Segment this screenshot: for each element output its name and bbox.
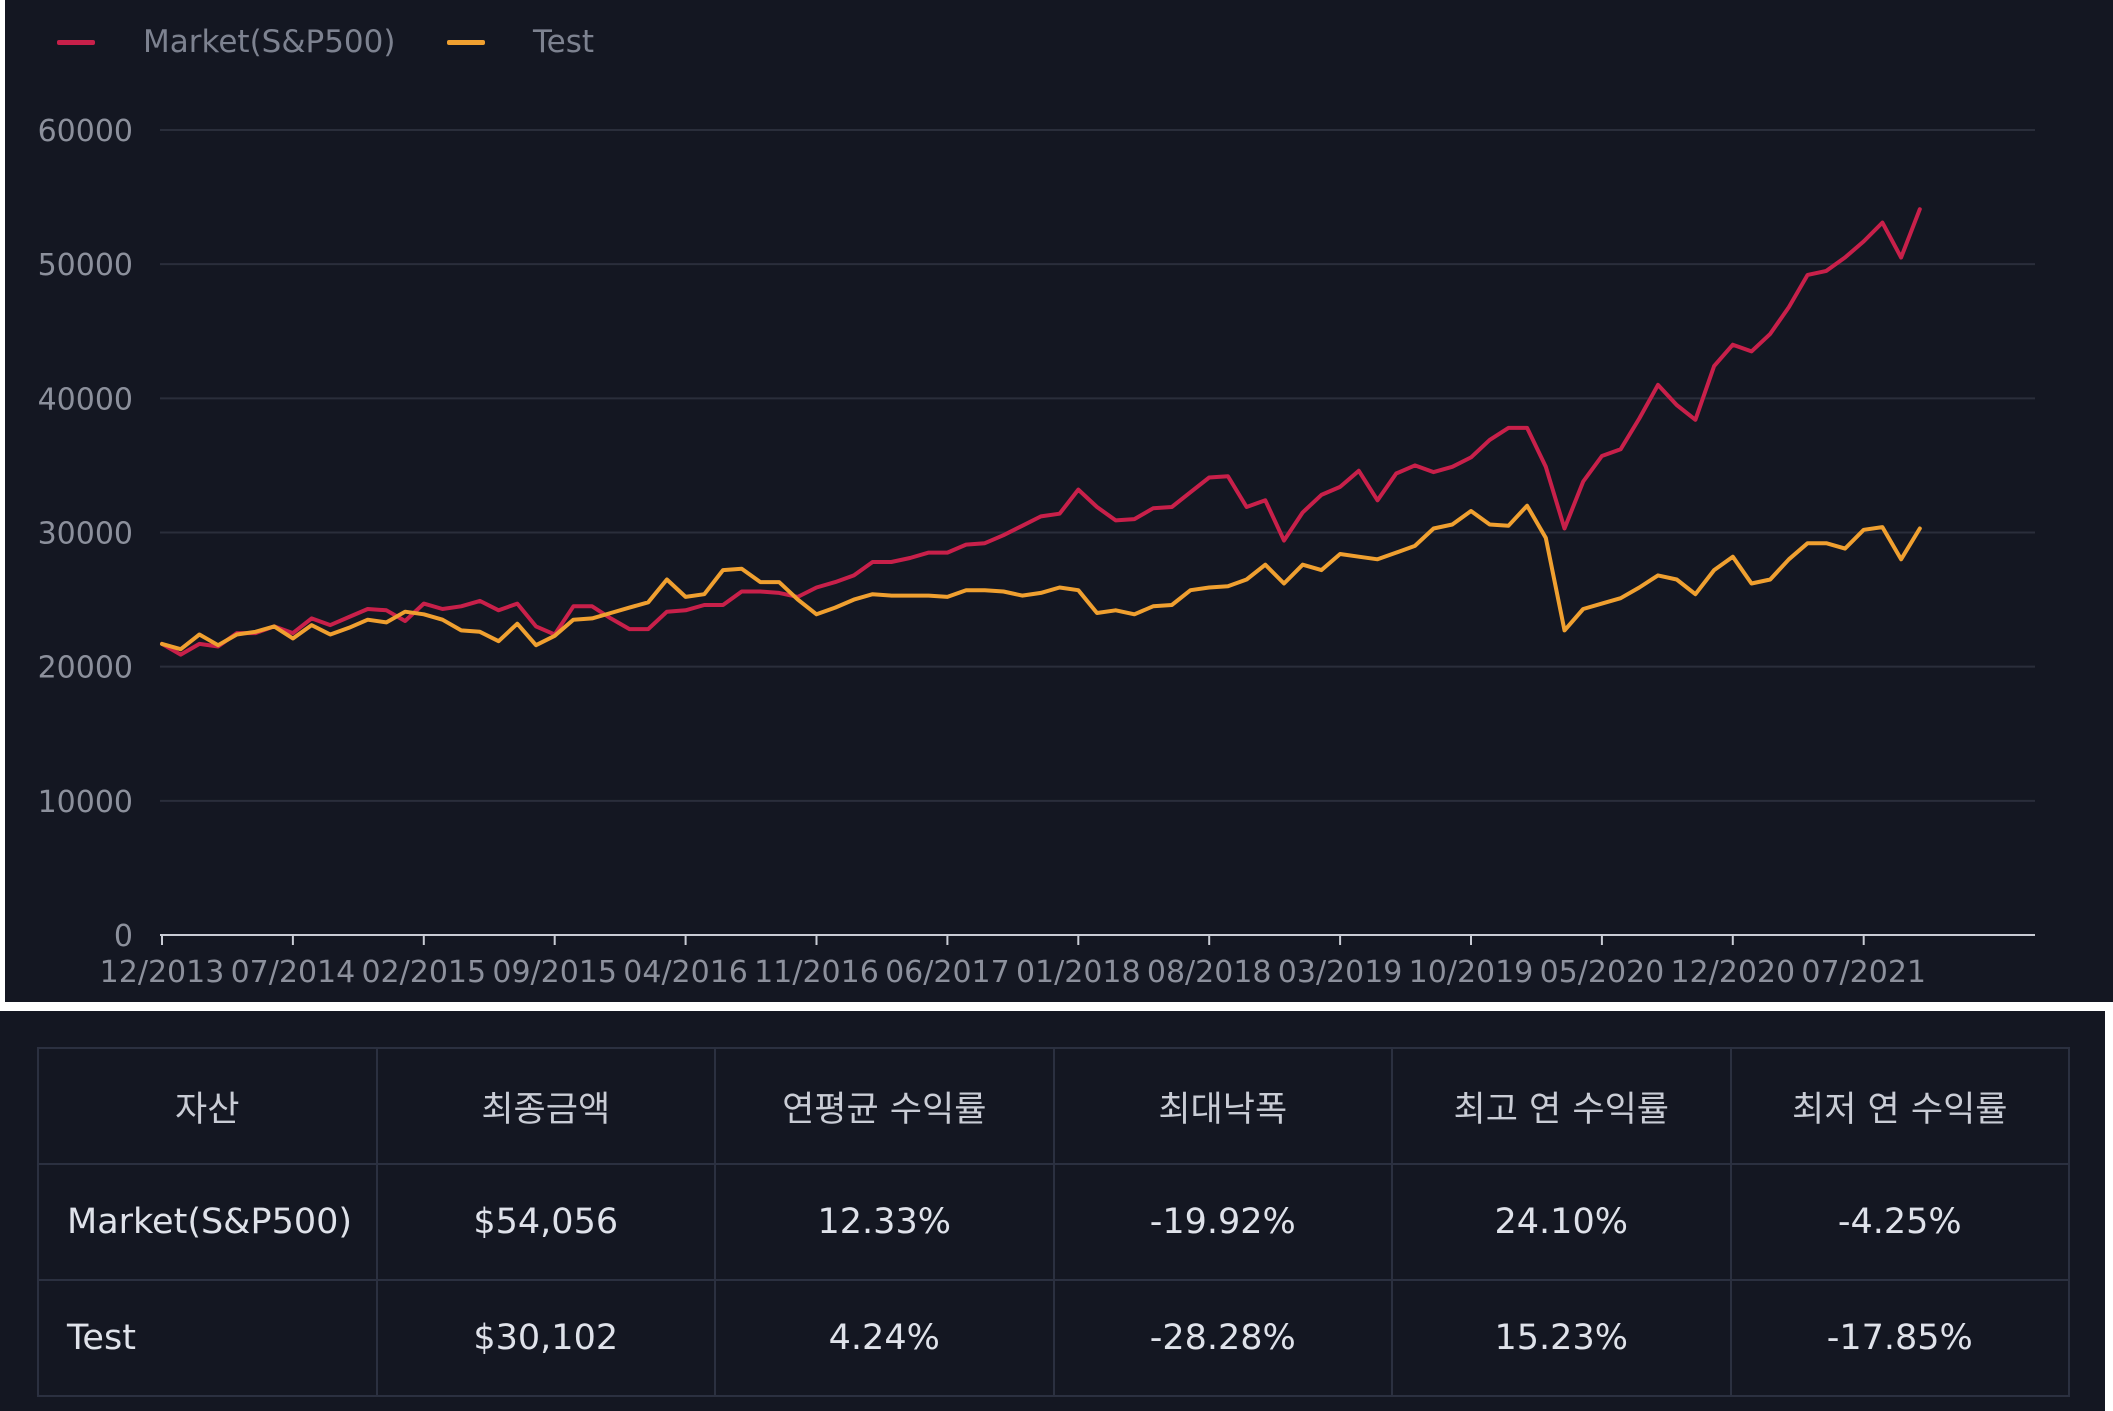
- header-worst-year: 최저 연 수익률: [1729, 1047, 2070, 1165]
- cell-asset: Market(S&P500): [37, 1163, 378, 1281]
- y-tick-label: 20000: [38, 651, 133, 686]
- grid-lines: 0 10000 20000 30000 40000 50000 60000: [38, 114, 2035, 954]
- table-header-row: 자산 최종금액 연평균 수익률 최대낙폭 최고 연 수익률 최저 연 수익률: [37, 1047, 2070, 1165]
- cell-final-amount: $30,102: [375, 1279, 716, 1397]
- series-line-market[interactable]: [160, 207, 1922, 657]
- cell-worst-year: -4.25%: [1729, 1163, 2070, 1281]
- legend-item-market[interactable]: Market(S&P500): [57, 20, 395, 64]
- y-tick-label: 60000: [38, 114, 133, 149]
- cell-final-amount: $54,056: [375, 1163, 716, 1281]
- y-tick-label: 40000: [38, 382, 133, 417]
- table-row: Market(S&P500) $54,056 12.33% -19.92% 24…: [37, 1163, 2070, 1281]
- header-asset: 자산: [37, 1047, 378, 1165]
- x-tick-label: 11/2016: [754, 955, 879, 990]
- y-tick-label: 30000: [38, 517, 133, 552]
- x-axis: 12/2013 07/2014 02/2015 09/2015 04/2016 11/20…: [100, 934, 2035, 990]
- cell-best-year: 15.23%: [1391, 1279, 1732, 1397]
- x-tick-label: 05/2020: [1540, 955, 1665, 990]
- summary-table-panel: 자산 최종금액 연평균 수익률 최대낙폭 최고 연 수익률 최저 연 수익률 M…: [0, 1011, 2105, 1411]
- table-row: Test $30,102 4.24% -28.28% 15.23% -17.85…: [37, 1279, 2070, 1397]
- x-tick-label: 06/2017: [885, 955, 1010, 990]
- x-tick-label: 07/2021: [1801, 955, 1926, 990]
- series-line-test[interactable]: [160, 503, 1922, 652]
- y-tick-label: 0: [114, 919, 133, 954]
- header-best-year: 최고 연 수익률: [1391, 1047, 1732, 1165]
- cell-best-year: 24.10%: [1391, 1163, 1732, 1281]
- cell-max-drawdown: -28.28%: [1052, 1279, 1393, 1397]
- header-final-amount: 최종금액: [375, 1047, 716, 1165]
- cell-cagr: 12.33%: [714, 1163, 1055, 1281]
- series-lines: [160, 207, 1922, 657]
- y-tick-label: 50000: [38, 248, 133, 283]
- x-tick-label: 12/2013: [100, 955, 225, 990]
- chart-panel: Market(S&P500) Test 0 10000 20000 30000 4000…: [5, 0, 2113, 1002]
- x-tick-label: 07/2014: [231, 955, 356, 990]
- legend-swatch-market: [57, 39, 95, 45]
- cell-worst-year: -17.85%: [1729, 1279, 2070, 1397]
- x-tick-label: 02/2015: [361, 955, 486, 990]
- x-tick-label: 12/2020: [1670, 955, 1795, 990]
- x-tick-label: 09/2015: [492, 955, 617, 990]
- x-tick-label: 10/2019: [1409, 955, 1534, 990]
- cell-asset: Test: [37, 1279, 378, 1397]
- cell-max-drawdown: -19.92%: [1052, 1163, 1393, 1281]
- legend-item-test[interactable]: Test: [447, 20, 594, 64]
- header-cagr: 연평균 수익률: [714, 1047, 1055, 1165]
- cell-cagr: 4.24%: [714, 1279, 1055, 1397]
- x-tick-label: 08/2018: [1147, 955, 1272, 990]
- x-tick-label: 03/2019: [1278, 955, 1403, 990]
- y-tick-label: 10000: [38, 785, 133, 820]
- header-max-drawdown: 최대낙폭: [1052, 1047, 1393, 1165]
- legend-swatch-test: [447, 39, 485, 45]
- legend-label-market: Market(S&P500): [143, 24, 396, 60]
- x-tick-label: 04/2016: [623, 955, 748, 990]
- summary-table: 자산 최종금액 연평균 수익률 최대낙폭 최고 연 수익률 최저 연 수익률 M…: [37, 1047, 2070, 1397]
- x-tick-label: 01/2018: [1016, 955, 1141, 990]
- legend-label-test: Test: [533, 24, 595, 60]
